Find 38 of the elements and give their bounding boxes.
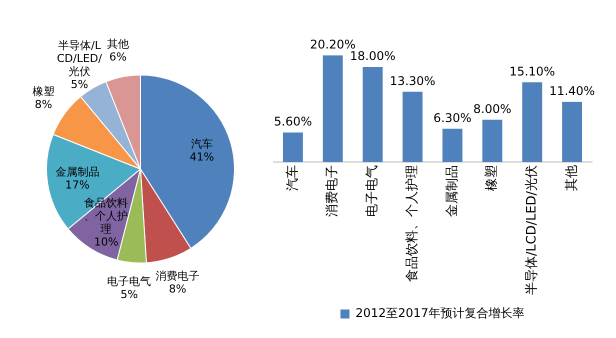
bar [442,128,462,162]
x-tick-label: 消费电子 [325,165,340,218]
bar [322,55,343,162]
x-tick-label: 其他 [564,165,580,192]
data-label: 10% [94,235,118,248]
bar [362,66,383,162]
x-tick-label: 食品饮料、个人护理 [404,165,420,282]
x-tick-label: 汽车 [285,165,300,192]
data-label: 8.00% [473,102,512,116]
data-label: 18.00% [350,49,396,64]
bar [482,120,502,162]
x-tick-label: 半导体/LCD/LED/光伏 [524,165,540,295]
bar [522,82,542,162]
data-label: 41% [190,150,214,164]
slice-label: 橡塑 [32,84,54,98]
data-label: 6% [109,50,127,64]
data-label: 5% [70,78,88,92]
slice-label: 其他 [107,37,130,50]
data-label: 13.30% [390,74,436,88]
data-label: 6.30% [433,110,472,125]
data-label: 8% [34,98,52,111]
x-tick-label: 金属制品 [444,165,460,218]
bar [562,102,582,162]
x-tick-label: 橡塑 [484,165,500,192]
data-label: 8% [168,282,186,296]
bar [282,132,303,162]
data-label: 5% [120,288,138,301]
data-label: 11.40% [549,84,595,98]
slice-label: 半导体/LCD/LED/光伏 [56,39,102,78]
legend-label: 2012至2017年预计复合增长率 [355,306,525,320]
bar [402,92,423,162]
data-label: 5.60% [274,114,312,129]
data-label: 20.20% [310,37,356,52]
data-label: 15.10% [509,64,556,78]
data-label: 17% [65,178,90,192]
slice-label: 消费电子 [156,269,200,282]
slice-label: 汽车 [190,138,213,151]
x-tick-label: 电子电气 [365,165,380,218]
